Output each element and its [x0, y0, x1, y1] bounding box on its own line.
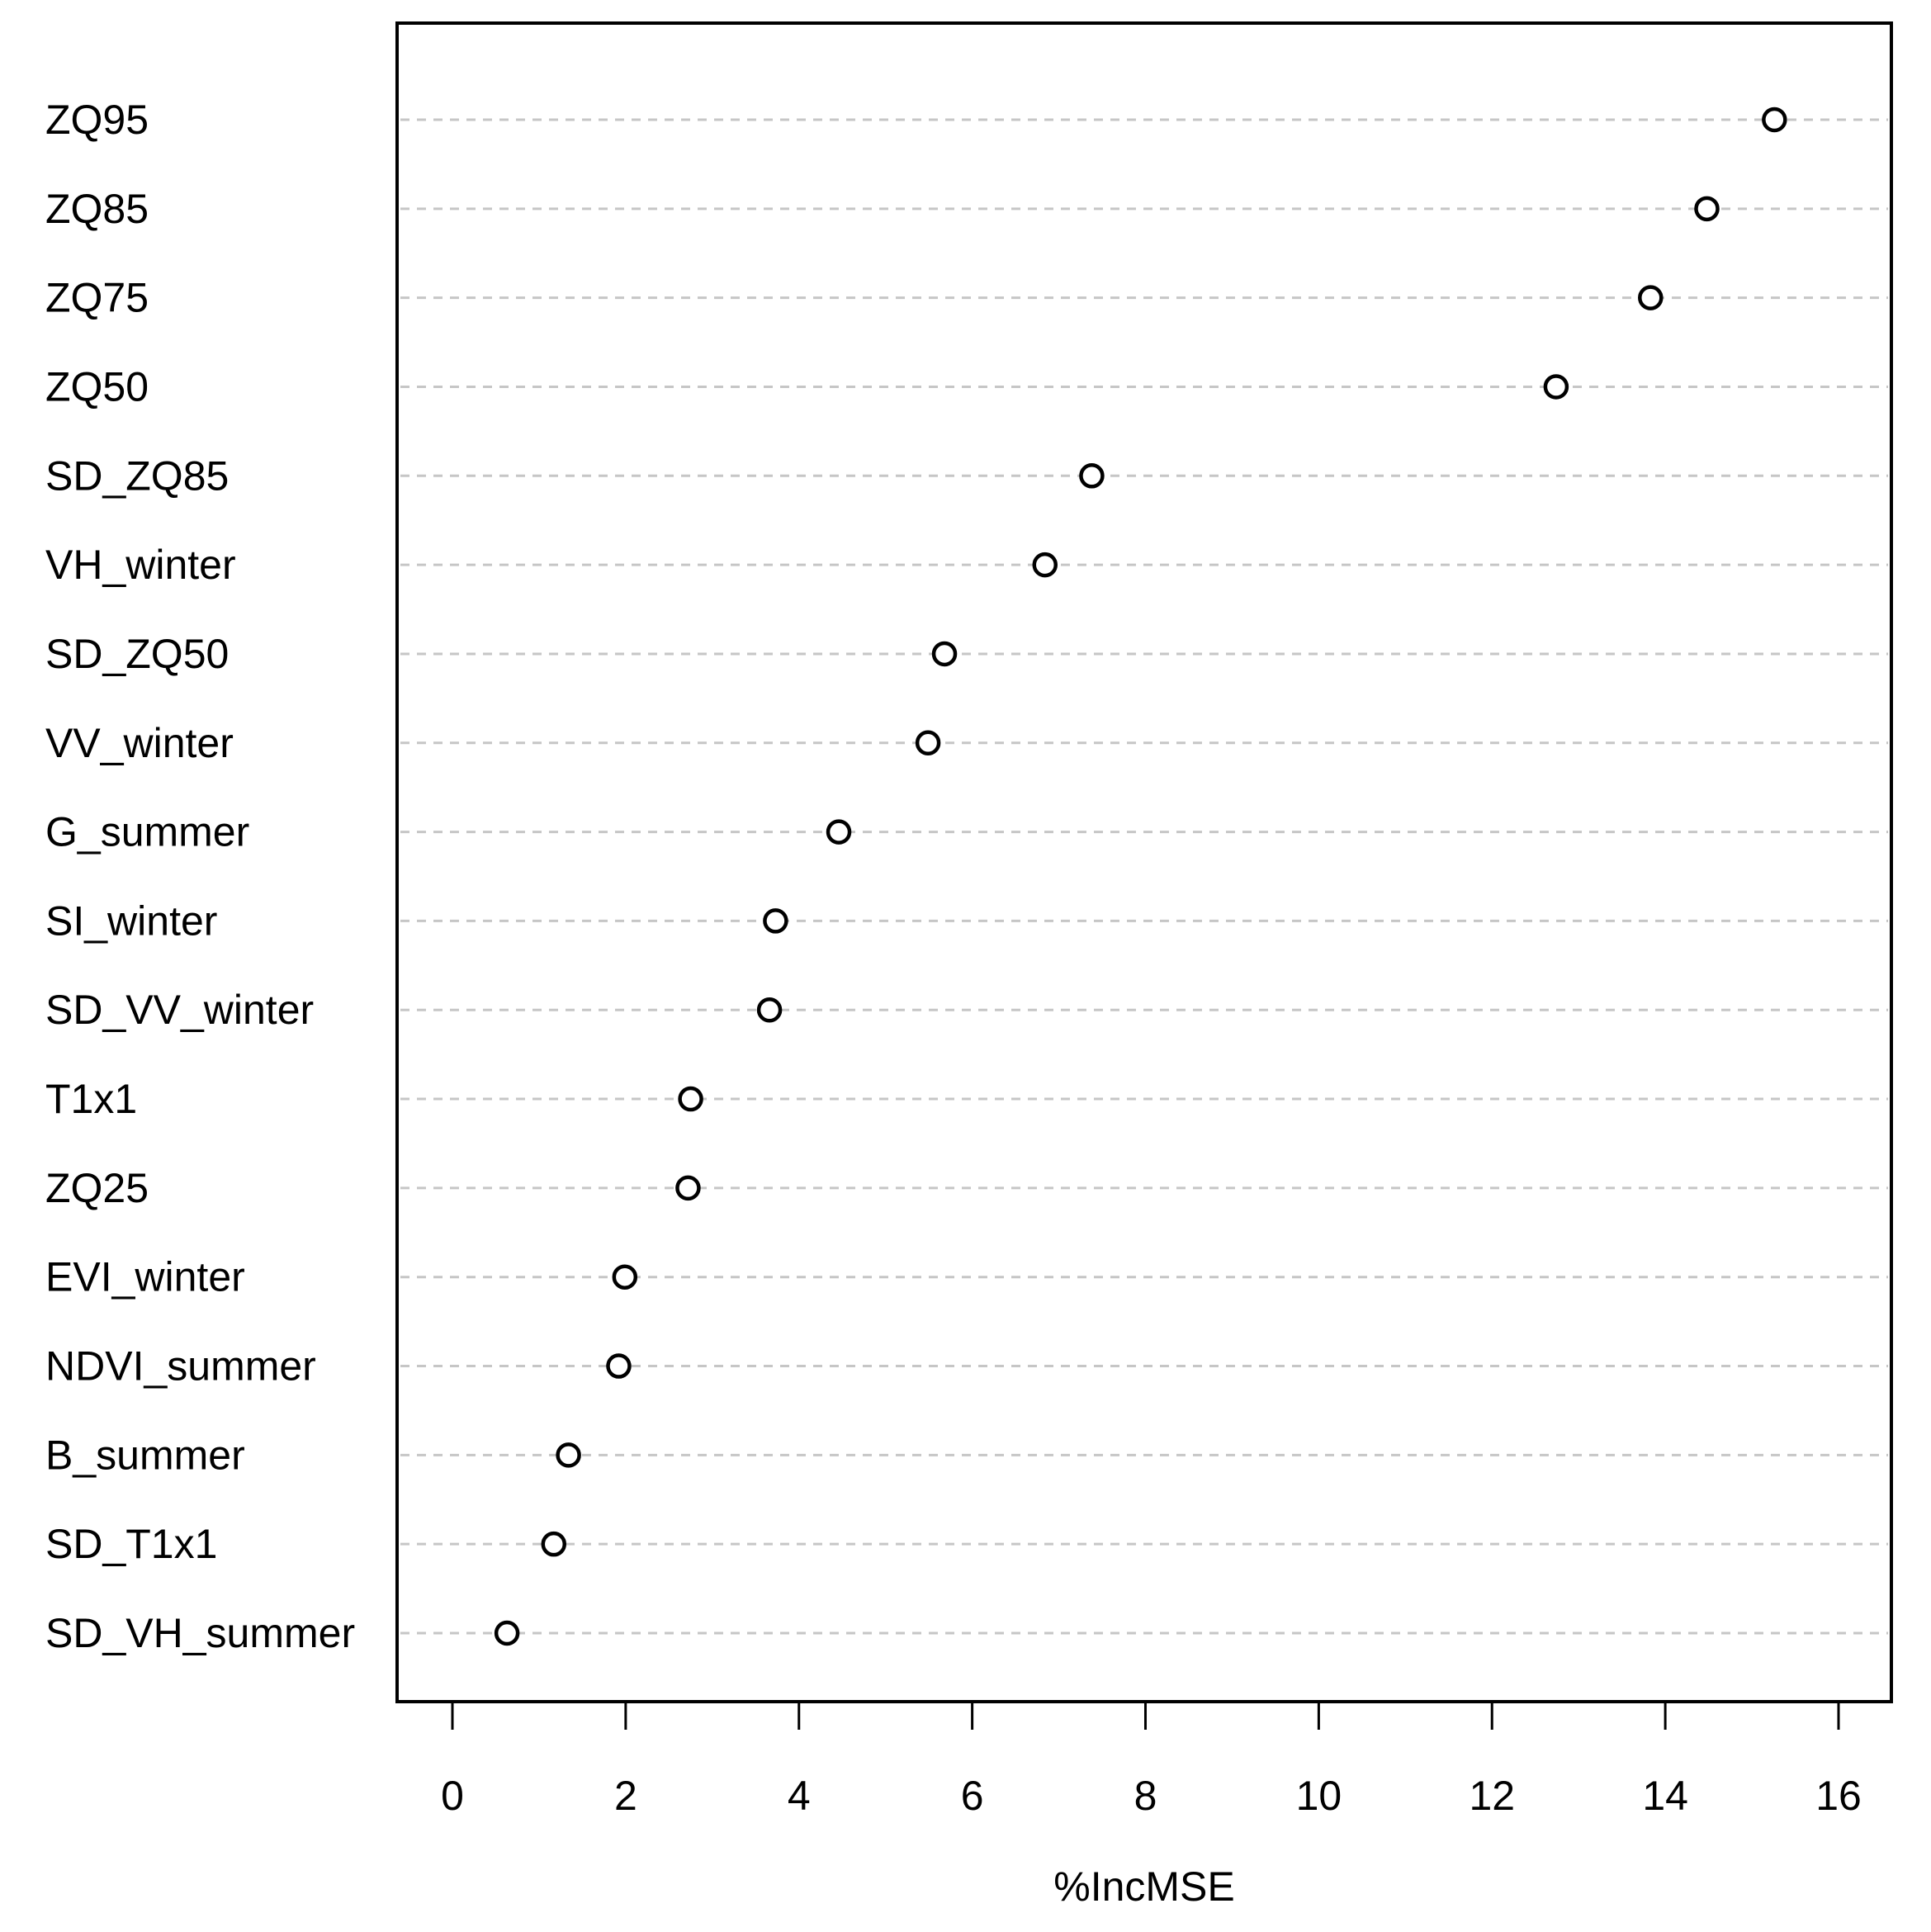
data-point — [1762, 107, 1787, 133]
data-point — [915, 730, 941, 756]
x-tick-label: 0 — [441, 1773, 464, 1819]
data-point — [1638, 285, 1664, 310]
category-label: NDVI_summer — [45, 1343, 316, 1390]
x-tick-label: 14 — [1642, 1773, 1688, 1819]
x-tick-label: 10 — [1296, 1773, 1342, 1819]
data-point — [1032, 552, 1058, 578]
x-axis-title: %IncMSE — [1053, 1863, 1235, 1910]
data-point — [1079, 463, 1105, 489]
data-point — [494, 1620, 520, 1646]
x-tick-label: 6 — [961, 1773, 984, 1819]
category-label: SD_VH_summer — [45, 1610, 355, 1656]
data-point — [763, 908, 788, 934]
x-tick-label: 12 — [1469, 1773, 1515, 1819]
gridlines — [400, 118, 1888, 1635]
category-label: ZQ50 — [45, 363, 149, 410]
category-label: SI_winter — [45, 897, 217, 944]
category-label: SD_ZQ50 — [45, 631, 229, 677]
category-label: VV_winter — [45, 720, 234, 766]
x-tick-label: 16 — [1815, 1773, 1862, 1819]
x-axis-ticks — [451, 1702, 1840, 1730]
category-label: ZQ85 — [45, 186, 149, 232]
data-point — [1694, 196, 1720, 222]
x-tick-label: 4 — [788, 1773, 811, 1819]
data-point — [931, 641, 958, 667]
data-point — [756, 997, 783, 1023]
category-label: SD_T1x1 — [45, 1521, 217, 1567]
category-label: T1x1 — [45, 1076, 137, 1122]
category-label: ZQ75 — [45, 275, 149, 321]
data-point — [606, 1353, 632, 1379]
data-point — [826, 819, 852, 845]
category-label: SD_ZQ85 — [45, 452, 229, 499]
category-label: G_summer — [45, 809, 249, 855]
category-label: ZQ25 — [45, 1165, 149, 1211]
x-tick-label: 8 — [1134, 1773, 1157, 1819]
category-label: VH_winter — [45, 542, 236, 588]
data-point — [556, 1442, 581, 1468]
category-label: ZQ95 — [45, 97, 149, 143]
data-point — [1543, 374, 1569, 400]
category-label: B_summer — [45, 1432, 245, 1478]
data-points — [494, 107, 1787, 1646]
y-axis-category-labels: ZQ95 ZQ85 ZQ75 ZQ50 SD_ZQ85 VH_winter SD_ZQ50 V… — [45, 97, 355, 1656]
category-label: EVI_winter — [45, 1254, 245, 1300]
data-point — [612, 1264, 638, 1290]
data-point — [541, 1531, 567, 1557]
x-tick-label: 2 — [614, 1773, 637, 1819]
x-axis-tick-labels: 0 2 4 6 8 10 12 14 16 — [441, 1773, 1862, 1819]
category-label: SD_VV_winter — [45, 987, 314, 1033]
data-point — [675, 1175, 701, 1201]
data-point — [678, 1086, 703, 1112]
